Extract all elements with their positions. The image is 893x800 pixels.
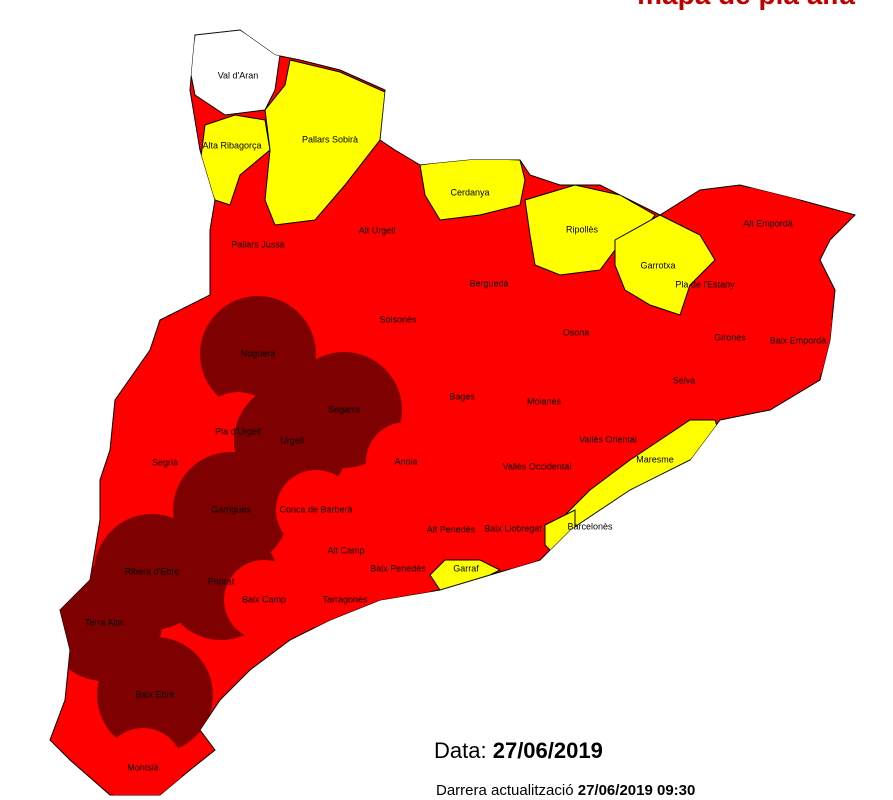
region-label: Noguera <box>241 348 276 358</box>
region-label: Baix Llobregat <box>484 523 542 533</box>
date-label: Data: <box>434 738 487 763</box>
region-label: Segarra <box>328 404 360 414</box>
date: 27/06/2019 <box>493 738 603 763</box>
region <box>200 296 316 412</box>
title: mapa de pla alfa <box>637 0 855 10</box>
region <box>366 422 446 502</box>
region <box>644 341 724 421</box>
region <box>103 728 183 795</box>
region <box>614 214 716 316</box>
region-label: Pallars Jussà <box>231 239 285 249</box>
region-label: Alt Urgell <box>359 225 396 235</box>
region <box>758 301 838 381</box>
region-label: Conca de Barberà <box>279 504 352 514</box>
region-label: Bages <box>449 391 475 401</box>
region <box>728 184 808 264</box>
update-label: Darrera actualització <box>436 782 574 799</box>
region-label: Solsonès <box>379 314 417 324</box>
region-label: Terra Alta <box>85 617 123 627</box>
region-label: Baix Camp <box>242 594 286 604</box>
region-labels: Val d'Aran Alta Ribagorça Pallars Sobirà Ce… <box>85 70 826 772</box>
region <box>473 489 553 569</box>
region-label: Segrià <box>152 457 178 467</box>
region <box>497 427 577 507</box>
region-label: Garraf <box>453 563 479 573</box>
region-label: Pallars Sobirà <box>302 134 358 144</box>
region-label: Alt Camp <box>327 545 364 555</box>
region-label: Cerdanya <box>450 187 489 197</box>
region <box>264 59 386 226</box>
region <box>224 560 304 640</box>
update-line: Darrera actualització 27/06/2019 09:30 <box>436 782 695 799</box>
region <box>97 637 213 753</box>
region <box>358 280 438 360</box>
region-label: Baix Empordà <box>770 335 827 345</box>
region-label: Ripollès <box>566 224 599 234</box>
region <box>337 191 417 271</box>
region <box>504 362 584 442</box>
region <box>429 559 502 591</box>
region-label: Alt Empordà <box>743 218 793 228</box>
region-label: Gironès <box>714 332 746 342</box>
region-label: Pla d'Urgell <box>215 426 261 436</box>
date-line: Data: 27/06/2019 <box>434 738 603 763</box>
region-label: Alta Ribagorça <box>202 140 261 150</box>
region-label: Baix Penedès <box>370 563 426 573</box>
region <box>422 357 502 437</box>
region-label: Selva <box>673 375 696 385</box>
region-label: Barcelonès <box>567 521 613 531</box>
region-label: Berguedà <box>469 278 508 288</box>
region-label: Ribera d'Ebre <box>125 566 180 576</box>
region-label: Garrotxa <box>640 260 675 270</box>
region-label: Pla de l'Estany <box>675 279 735 289</box>
region <box>449 244 529 324</box>
region <box>536 293 616 373</box>
region-fills <box>50 30 838 795</box>
region-label: Vallès Oriental <box>579 434 637 444</box>
region <box>568 400 648 480</box>
region-label: Moianès <box>527 396 562 406</box>
update-datetime: 27/06/2019 09:30 <box>578 782 696 799</box>
region-label: Montsià <box>127 762 159 772</box>
region-label: Val d'Aran <box>218 70 259 80</box>
region-label: Vallès Occidental <box>503 461 572 471</box>
region-label: Garrigues <box>211 504 251 514</box>
region-label: Anoia <box>394 456 417 466</box>
region-label: Urgell <box>280 435 304 445</box>
region-label: Alt Penedès <box>427 524 476 534</box>
region-label: Maresme <box>636 454 674 464</box>
region-label: Tarragonès <box>322 594 368 604</box>
region-label: Osona <box>563 327 590 337</box>
region-label: Priorat <box>208 576 235 586</box>
region-label: Baix Ebre <box>135 689 174 699</box>
